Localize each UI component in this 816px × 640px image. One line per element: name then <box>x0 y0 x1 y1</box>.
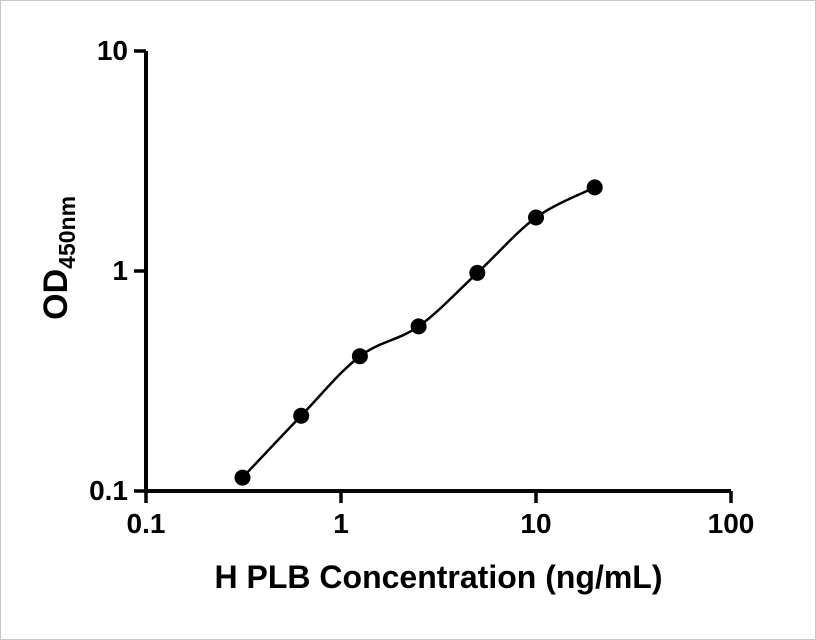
y-axis-label-main: OD <box>37 268 76 320</box>
y-axis-label: OD450nm <box>37 138 81 378</box>
data-point <box>293 407 310 424</box>
data-point <box>469 264 486 281</box>
y-axis-label-subscript: 450nm <box>53 195 80 269</box>
y-tick-label: 1 <box>112 255 128 286</box>
x-tick-label: 100 <box>707 508 755 539</box>
x-tick-label: 0.1 <box>126 508 166 539</box>
x-tick-label: 10 <box>520 508 552 539</box>
x-tick-label: 1 <box>333 508 349 539</box>
x-axis-label: H PLB Concentration (ng/mL) <box>214 559 663 595</box>
y-tick-label: 0.1 <box>89 475 128 506</box>
data-point <box>234 469 251 486</box>
data-point <box>410 318 427 335</box>
data-point <box>351 348 368 365</box>
data-point <box>528 209 544 226</box>
data-point <box>586 179 603 196</box>
y-tick-label: 10 <box>96 35 128 66</box>
